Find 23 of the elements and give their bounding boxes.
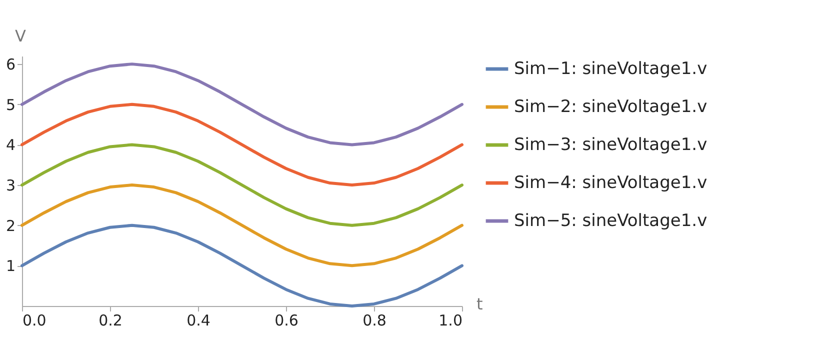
x-tick-label: 0.2 — [98, 312, 122, 330]
y-tick-label: 3 — [6, 176, 16, 195]
legend-label: Sim−1: sineVoltage1.v — [514, 59, 708, 79]
y-axis-title: V — [15, 26, 26, 46]
x-tick-label: 0.0 — [22, 312, 46, 330]
y-tick-label: 5 — [6, 96, 16, 114]
line-series — [20, 62, 464, 146]
x-tick-label: 0.6 — [274, 312, 298, 330]
x-tick-label: 1.0 — [438, 312, 462, 330]
line-series — [20, 102, 464, 187]
y-tick-label: 6 — [6, 56, 16, 74]
y-tick-label: 4 — [6, 136, 16, 154]
x-tick-label: 0.8 — [362, 312, 386, 330]
x-axis-title: t — [476, 294, 483, 314]
y-tick-label: 2 — [6, 216, 16, 235]
x-tick-label: 0.4 — [186, 312, 210, 330]
legend-label: Sim−4: sineVoltage1.v — [514, 173, 708, 193]
legend-label: Sim−5: sineVoltage1.v — [514, 211, 708, 231]
legend-label: Sim−2: sineVoltage1.v — [514, 97, 708, 117]
line-series — [20, 184, 464, 268]
legend-label: Sim−3: sineVoltage1.v — [514, 135, 708, 155]
line-series — [20, 143, 464, 227]
y-tick-label: 1 — [6, 257, 16, 276]
